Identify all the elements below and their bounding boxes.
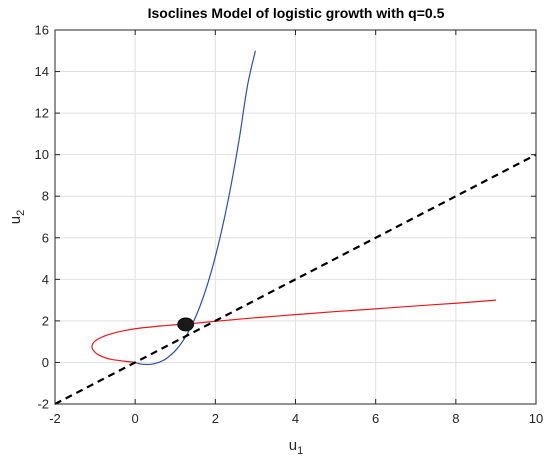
y-tick-label: 8	[42, 189, 49, 204]
chart-title: Isoclines Model of logistic growth with …	[148, 5, 445, 21]
y-tick-label: 14	[35, 64, 49, 79]
y-tick-label: -2	[37, 397, 49, 412]
x-tick-label: -2	[49, 411, 61, 426]
x-tick-label: 2	[212, 411, 219, 426]
blue-isocline	[134, 50, 257, 366]
y-tick-label: 10	[35, 147, 49, 162]
series-layer	[54, 50, 537, 405]
x-tick-label: 0	[132, 411, 139, 426]
y-tick-label: 4	[42, 272, 49, 287]
x-tick-label: 8	[452, 411, 459, 426]
y-tick-label: 0	[42, 355, 49, 370]
tick-labels: -2 0 2 4 6 8 10 -2 0 2 4 6 8 10 12 14 16	[35, 23, 544, 427]
equilibrium-point	[177, 317, 195, 332]
axes	[54, 29, 537, 405]
x-tick-label: 6	[372, 411, 379, 426]
x-tick-label: 4	[292, 411, 299, 426]
y-tick-label: 6	[42, 230, 49, 245]
y-tick-label: 16	[35, 23, 49, 38]
dashed-diagonal-line	[54, 153, 537, 405]
y-axis-label: u2	[7, 210, 27, 224]
x-tick-label: 10	[529, 411, 543, 426]
y-tick-label: 12	[35, 106, 49, 121]
x-axis-label: u1	[289, 437, 303, 457]
y-tick-label: 2	[42, 313, 49, 328]
